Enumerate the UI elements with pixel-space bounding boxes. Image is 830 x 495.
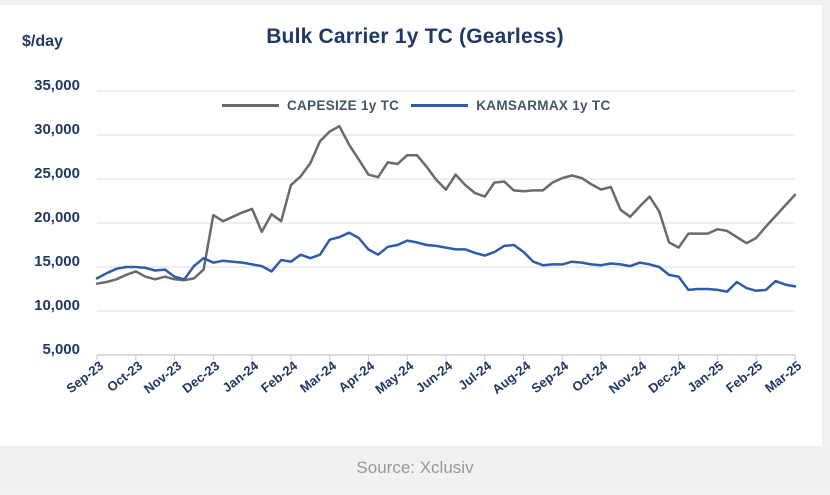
chart-legend: CAPESIZE 1y TC KAMSARMAX 1y TC (222, 95, 611, 115)
chart-title: Bulk Carrier 1y TC (Gearless) (266, 25, 564, 48)
capesize-line-swatch (222, 103, 279, 107)
legend-item-kamsarmax: KAMSARMAX 1y TC (411, 98, 610, 113)
y-tick-label: 20,000 (34, 209, 80, 226)
legend-item-capesize: CAPESIZE 1y TC (222, 98, 399, 113)
legend-label-capesize: CAPESIZE 1y TC (287, 97, 400, 113)
chart-card: Bulk Carrier 1y TC (Gearless) $/day CAPE… (0, 5, 822, 446)
series-line-0 (95, 124, 797, 285)
series-line-1 (95, 231, 797, 293)
y-tick-label: 30,000 (34, 121, 80, 138)
y-tick-label: 10,000 (34, 297, 80, 314)
line-chart-plot (95, 90, 797, 360)
source-footer: Source: Xclusiv (0, 446, 830, 490)
y-tick-label: 15,000 (34, 253, 80, 270)
legend-label-kamsarmax: KAMSARMAX 1y TC (476, 97, 611, 113)
source-text: Source: Xclusiv (356, 458, 474, 477)
y-tick-label: 5,000 (42, 341, 80, 358)
kamsarmax-line-swatch (411, 103, 469, 107)
y-tick-label: 25,000 (34, 165, 80, 182)
y-axis-title: $/day (22, 33, 63, 50)
y-tick-label: 35,000 (34, 77, 80, 94)
